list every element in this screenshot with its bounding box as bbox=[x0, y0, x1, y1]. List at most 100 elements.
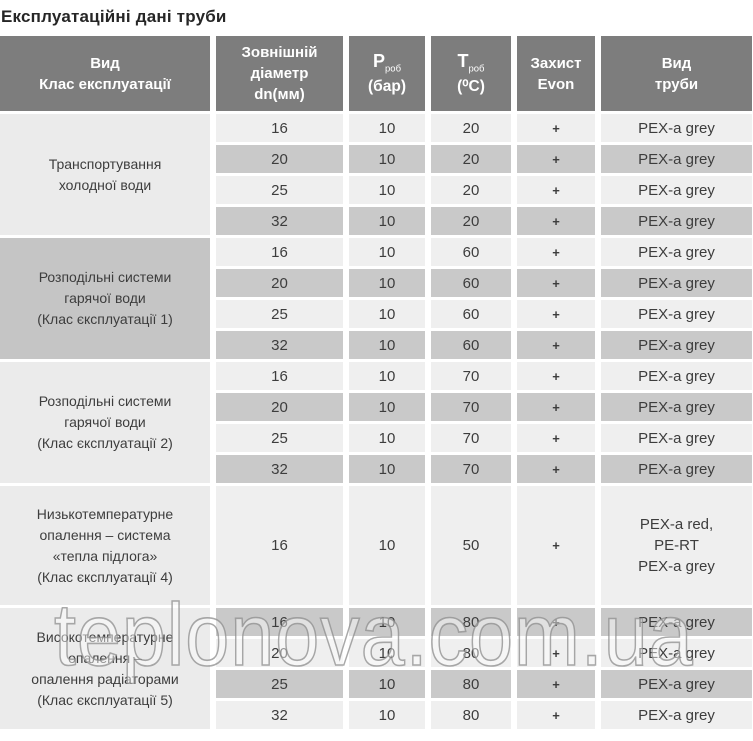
dn-cell: 25 bbox=[216, 176, 343, 204]
table-row: 20 10 60 + PEX-a grey bbox=[0, 269, 752, 297]
temperature-cell: 60 bbox=[431, 238, 511, 266]
temperature-cell: 20 bbox=[431, 114, 511, 142]
dn-cell: 16 bbox=[216, 486, 343, 605]
pipe-cell: PEX-a grey bbox=[601, 207, 752, 235]
temperature-cell: 60 bbox=[431, 331, 511, 359]
group-label: Низькотемпературне опалення – система «теп… bbox=[0, 486, 210, 605]
table-row: 25 10 20 + PEX-a grey bbox=[0, 176, 752, 204]
pipe-cell: PEX-a grey bbox=[601, 300, 752, 328]
pressure-cell: 10 bbox=[349, 238, 425, 266]
dn-cell: 25 bbox=[216, 300, 343, 328]
table-row: 32 10 20 + PEX-a grey bbox=[0, 207, 752, 235]
column-header-class: Вид Клас експлуатації bbox=[0, 36, 210, 111]
table-row: Транспортування холодної води 16 10 20 + PEX-a… bbox=[0, 114, 752, 235]
table-header: Вид Клас експлуатації Зовнішній діаметр dn(м… bbox=[0, 36, 752, 111]
evon-cell: + bbox=[517, 670, 595, 698]
page-title: Експлуатаційні дані труби bbox=[1, 7, 227, 26]
evon-cell: + bbox=[517, 207, 595, 235]
dn-cell: 16 bbox=[216, 362, 343, 390]
evon-cell: + bbox=[517, 424, 595, 452]
temperature-cell: 20 bbox=[431, 207, 511, 235]
pressure-cell: 10 bbox=[349, 176, 425, 204]
evon-cell: + bbox=[517, 393, 595, 421]
pressure-cell: 10 bbox=[349, 331, 425, 359]
temperature-cell: 80 bbox=[431, 608, 511, 636]
pipe-cell: PEX-a grey bbox=[601, 608, 752, 636]
table-row: 32 10 70 + PEX-a grey bbox=[0, 455, 752, 483]
evon-cell: + bbox=[517, 608, 595, 636]
evon-cell: + bbox=[517, 176, 595, 204]
temperature-cell: 20 bbox=[431, 145, 511, 173]
pressure-cell: 10 bbox=[349, 424, 425, 452]
evon-cell: + bbox=[517, 238, 595, 266]
table-row: Розподільні системи гарячої води (Клас єкс… bbox=[0, 362, 752, 483]
column-header-diameter: Зовнішній діаметр dn(мм) bbox=[216, 36, 343, 111]
pipe-cell: PEX-a grey bbox=[601, 424, 752, 452]
table-row: 20 10 20 + PEX-a grey bbox=[0, 145, 752, 173]
temperature-cell: 80 bbox=[431, 639, 511, 667]
pipe-data-table: Вид Клас експлуатації Зовнішній діаметр dn(м… bbox=[0, 33, 753, 732]
column-header-temperature: Tроб (⁰C) bbox=[431, 36, 511, 111]
evon-cell: + bbox=[517, 300, 595, 328]
pressure-cell: 10 bbox=[349, 207, 425, 235]
pressure-cell: 10 bbox=[349, 269, 425, 297]
pressure-cell: 10 bbox=[349, 670, 425, 698]
pressure-cell: 10 bbox=[349, 608, 425, 636]
dn-cell: 20 bbox=[216, 269, 343, 297]
table-row: 32 10 60 + PEX-a grey bbox=[0, 331, 752, 359]
temperature-cell: 70 bbox=[431, 455, 511, 483]
group-label: Високотемпературне опалення – опалення рад… bbox=[0, 608, 210, 729]
dn-cell: 25 bbox=[216, 670, 343, 698]
table-row: Низькотемпературне опалення – система «теп… bbox=[0, 486, 752, 605]
table-row: Високотемпературне опалення – опалення рад… bbox=[0, 608, 752, 729]
dn-cell: 16 bbox=[216, 608, 343, 636]
pressure-cell: 10 bbox=[349, 114, 425, 142]
pressure-cell: 10 bbox=[349, 145, 425, 173]
dn-cell: 32 bbox=[216, 701, 343, 729]
pressure-cell: 10 bbox=[349, 486, 425, 605]
table-row: 25 10 60 + PEX-a grey bbox=[0, 300, 752, 328]
pipe-cell: PEX-a grey bbox=[601, 114, 752, 142]
table-body: Транспортування холодної води 16 10 20 + PEX-a… bbox=[0, 114, 752, 729]
evon-cell: + bbox=[517, 362, 595, 390]
dn-cell: 32 bbox=[216, 455, 343, 483]
evon-cell: + bbox=[517, 701, 595, 729]
pipe-cell: PEX-a grey bbox=[601, 362, 752, 390]
pipe-cell: PEX-a grey bbox=[601, 331, 752, 359]
temperature-cell: 60 bbox=[431, 300, 511, 328]
evon-cell: + bbox=[517, 145, 595, 173]
pipe-cell: PEX-a grey bbox=[601, 455, 752, 483]
pressure-cell: 10 bbox=[349, 393, 425, 421]
pipe-cell: PEX-a grey bbox=[601, 238, 752, 266]
column-header-evon: Захист Evon bbox=[517, 36, 595, 111]
dn-cell: 32 bbox=[216, 207, 343, 235]
evon-cell: + bbox=[517, 269, 595, 297]
group-label: Розподільні системи гарячої води (Клас єкс… bbox=[0, 362, 210, 483]
dn-cell: 25 bbox=[216, 424, 343, 452]
evon-cell: + bbox=[517, 486, 595, 605]
table-row: 20 10 70 + PEX-a grey bbox=[0, 393, 752, 421]
pipe-cell: PEX-a grey bbox=[601, 176, 752, 204]
pipe-cell: PEX-a grey bbox=[601, 269, 752, 297]
pipe-cell: PEX-a grey bbox=[601, 670, 752, 698]
temperature-cell: 20 bbox=[431, 176, 511, 204]
dn-cell: 20 bbox=[216, 639, 343, 667]
evon-cell: + bbox=[517, 114, 595, 142]
pressure-cell: 10 bbox=[349, 701, 425, 729]
column-header-pipe: Вид труби bbox=[601, 36, 752, 111]
group-label: Розподільні системи гарячої води (Клас єкс… bbox=[0, 238, 210, 359]
temperature-cell: 70 bbox=[431, 362, 511, 390]
pipe-cell: PEX-a grey bbox=[601, 639, 752, 667]
temperature-cell: 80 bbox=[431, 701, 511, 729]
pressure-cell: 10 bbox=[349, 639, 425, 667]
temperature-cell: 80 bbox=[431, 670, 511, 698]
temperature-cell: 70 bbox=[431, 393, 511, 421]
pressure-cell: 10 bbox=[349, 455, 425, 483]
table-row: 25 10 80 + PEX-a grey bbox=[0, 670, 752, 698]
dn-cell: 32 bbox=[216, 331, 343, 359]
pressure-cell: 10 bbox=[349, 300, 425, 328]
evon-cell: + bbox=[517, 331, 595, 359]
dn-cell: 16 bbox=[216, 114, 343, 142]
pipe-cell: PEX-a grey bbox=[601, 145, 752, 173]
